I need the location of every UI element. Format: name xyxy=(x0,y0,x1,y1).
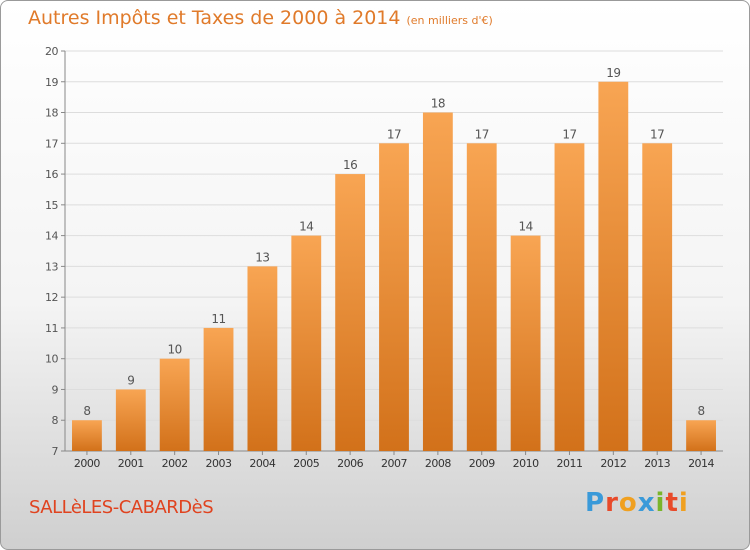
x-tick-label: 2010 xyxy=(513,457,539,470)
chart-title: Autres Impôts et Taxes de 2000 à 2014 (en… xyxy=(28,7,493,29)
data-label: 13 xyxy=(255,250,269,264)
data-label: 17 xyxy=(650,127,664,141)
x-tick-label: 2004 xyxy=(249,457,275,470)
data-label: 11 xyxy=(211,312,225,326)
bar xyxy=(247,266,278,451)
y-tick-label: 9 xyxy=(52,383,59,396)
bar xyxy=(159,358,190,451)
proxiti-logo[interactable]: Proxiti xyxy=(585,488,689,518)
bar xyxy=(422,112,453,452)
y-tick-label: 7 xyxy=(52,445,59,458)
x-tick-label: 2001 xyxy=(118,457,144,470)
bars xyxy=(72,81,716,452)
bar xyxy=(335,174,366,452)
data-label: 14 xyxy=(299,220,313,234)
y-tick-label: 17 xyxy=(45,137,58,150)
x-tick-label: 2014 xyxy=(688,457,714,470)
data-label: 8 xyxy=(697,404,704,418)
data-label: 9 xyxy=(127,373,134,387)
x-tick-label: 2013 xyxy=(644,457,670,470)
logo-letter: t xyxy=(665,488,679,518)
y-tick-label: 15 xyxy=(45,199,58,212)
bar xyxy=(642,143,673,452)
data-label: 17 xyxy=(387,127,401,141)
y-tick-label: 10 xyxy=(45,353,58,366)
logo-letter: r xyxy=(605,488,619,518)
y-tick-label: 8 xyxy=(52,414,59,427)
labels: 7 8 9 10 11 12 13 14 15 16 17 18 19 20 8 2000 9 2001 10 200… xyxy=(45,45,715,470)
y-tick-label: 14 xyxy=(45,230,58,243)
y-tick-label: 16 xyxy=(45,168,58,181)
x-tick-label: 2009 xyxy=(469,457,495,470)
y-tick-label: 18 xyxy=(45,107,58,120)
data-label: 19 xyxy=(606,66,620,80)
x-tick-label: 2002 xyxy=(162,457,188,470)
x-tick-label: 2006 xyxy=(337,457,363,470)
x-tick-label: 2005 xyxy=(293,457,319,470)
x-tick-label: 2000 xyxy=(74,457,100,470)
x-tick-label: 2003 xyxy=(206,457,232,470)
data-label: 18 xyxy=(431,97,445,111)
x-tick-label: 2011 xyxy=(556,457,582,470)
data-label: 14 xyxy=(518,220,532,234)
x-tick-label: 2007 xyxy=(381,457,407,470)
logo-letter: o xyxy=(618,488,638,518)
bar xyxy=(203,327,234,451)
title-unit: (en milliers d'€) xyxy=(406,14,493,27)
y-tick-label: 19 xyxy=(45,76,58,89)
logo-letter: i xyxy=(655,488,666,518)
commune-name: SALLèLES-CABARDèS xyxy=(29,497,214,518)
bar xyxy=(598,81,629,452)
y-tick-label: 12 xyxy=(45,291,58,304)
y-tick-label: 11 xyxy=(45,322,58,335)
data-label: 17 xyxy=(475,127,489,141)
y-tick-label: 20 xyxy=(45,45,58,58)
data-label: 16 xyxy=(343,158,357,172)
logo-letter: x xyxy=(637,488,656,518)
logo-letter: P xyxy=(585,488,606,518)
bar xyxy=(554,143,585,452)
y-tick-label: 13 xyxy=(45,260,58,273)
bar xyxy=(379,143,409,452)
bar xyxy=(686,420,716,451)
logo-letter: i xyxy=(678,488,689,518)
bar xyxy=(72,420,102,451)
x-tick-label: 2012 xyxy=(600,457,626,470)
data-label: 10 xyxy=(168,343,182,357)
x-tick-label: 2008 xyxy=(425,457,451,470)
data-label: 17 xyxy=(562,127,576,141)
bar xyxy=(466,143,497,452)
bar xyxy=(115,389,146,451)
data-label: 8 xyxy=(83,404,90,418)
title-text: Autres Impôts et Taxes de 2000 à 2014 xyxy=(28,7,401,29)
bar xyxy=(291,235,322,451)
bar xyxy=(510,235,541,451)
